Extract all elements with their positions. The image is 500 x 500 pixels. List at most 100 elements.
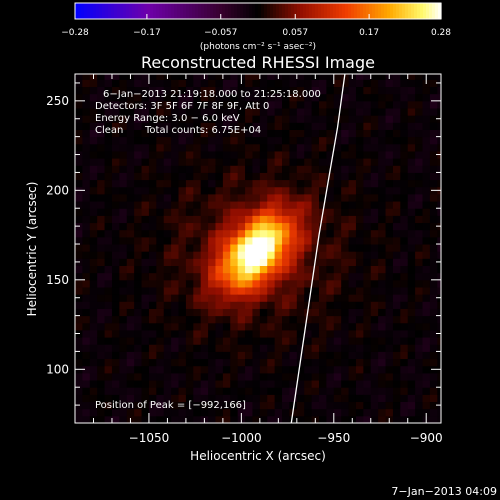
heatmap-cell <box>319 286 327 295</box>
heatmap-cell <box>363 308 372 317</box>
heatmap-cell <box>178 301 187 309</box>
heatmap-cell <box>82 415 91 423</box>
heatmap-cell <box>185 351 194 360</box>
heatmap-cell <box>355 408 364 417</box>
heatmap-cell <box>296 165 305 173</box>
heatmap-cell <box>156 150 165 159</box>
heatmap-cell <box>252 408 261 417</box>
heatmap-cell <box>348 279 357 288</box>
heatmap-cell <box>119 158 128 166</box>
heatmap-cell <box>156 372 165 381</box>
colorbar-swatch <box>279 3 283 19</box>
heatmap-cell <box>237 294 246 302</box>
heatmap-cell <box>355 74 364 80</box>
heatmap-cell <box>304 158 313 166</box>
heatmap-cell <box>407 272 416 281</box>
heatmap-cell <box>282 372 290 381</box>
heatmap-cell <box>333 236 342 245</box>
heatmap-cell <box>230 236 239 245</box>
heatmap-cell <box>378 122 387 130</box>
colorbar-swatch <box>204 3 208 19</box>
heatmap-cell <box>363 244 372 252</box>
heatmap-cell <box>178 115 187 123</box>
heatmap-cell <box>392 150 401 159</box>
heatmap-cell <box>215 322 224 331</box>
heatmap-cell <box>415 394 424 403</box>
heatmap-cell <box>119 79 128 88</box>
heatmap-cell <box>341 358 350 367</box>
heatmap-cell <box>429 279 438 288</box>
heatmap-cell <box>75 158 83 166</box>
heatmap-cell <box>245 100 253 109</box>
x-tick-label: −1000 <box>221 431 262 445</box>
heatmap-cell <box>134 136 143 145</box>
heatmap-cell <box>163 272 172 281</box>
heatmap-cell <box>193 401 202 410</box>
heatmap-cell <box>341 380 350 388</box>
heatmap-cell <box>89 79 98 88</box>
heatmap-cell <box>141 372 150 381</box>
heatmap-cell <box>75 322 83 331</box>
heatmap-cell <box>208 93 216 102</box>
heatmap-cell <box>437 337 441 345</box>
heatmap-cell <box>134 401 143 410</box>
heatmap-cell <box>200 286 209 295</box>
heatmap-cell <box>237 158 246 166</box>
heatmap-cell <box>341 351 350 360</box>
colorbar-swatch <box>135 3 139 19</box>
heatmap-cell <box>370 358 379 367</box>
heatmap-cell <box>267 365 276 374</box>
heatmap-cell <box>407 86 416 95</box>
heatmap-cell <box>200 329 209 338</box>
heatmap-cell <box>222 236 231 245</box>
heatmap-cell <box>355 258 364 266</box>
heatmap-cell <box>208 265 216 274</box>
heatmap-cell <box>319 322 327 331</box>
heatmap-cell <box>259 408 268 417</box>
heatmap-cell <box>208 115 216 123</box>
heatmap-cell <box>400 79 409 88</box>
heatmap-cell <box>193 415 202 423</box>
heatmap-cell <box>82 401 91 410</box>
heatmap-cell <box>341 394 350 403</box>
colorbar-swatch <box>138 3 142 19</box>
colorbar-swatch <box>288 3 292 19</box>
heatmap-cell <box>407 372 416 381</box>
heatmap-cell <box>304 115 313 123</box>
heatmap-cell <box>215 93 224 102</box>
heatmap-cell <box>333 100 342 109</box>
heatmap-cell <box>178 86 187 95</box>
heatmap-cell <box>245 408 253 417</box>
heatmap-cell <box>193 322 202 331</box>
heatmap-cell <box>304 136 313 145</box>
heatmap-cell <box>392 251 401 259</box>
heatmap-cell <box>370 322 379 331</box>
heatmap-cell <box>215 272 224 281</box>
heatmap-cell <box>193 308 202 317</box>
heatmap-cell <box>341 365 350 374</box>
heatmap-cell <box>311 79 320 88</box>
heatmap-cell <box>341 337 350 345</box>
heatmap-cell <box>267 294 276 302</box>
heatmap-cell <box>348 86 357 95</box>
heatmap-cell <box>104 229 113 238</box>
heatmap-cell <box>319 265 327 274</box>
heatmap-cell <box>230 344 239 352</box>
heatmap-cell <box>259 136 268 145</box>
colorbar-swatch <box>264 3 268 19</box>
heatmap-cell <box>126 294 135 302</box>
colorbar-swatch <box>237 3 241 19</box>
heatmap-cell <box>259 365 268 374</box>
heatmap-cell <box>178 136 187 145</box>
heatmap-cell <box>319 115 327 123</box>
heatmap-cell <box>311 100 320 109</box>
heatmap-cell <box>230 258 239 266</box>
heatmap-cell <box>119 122 128 130</box>
heatmap-cell <box>341 136 350 145</box>
heatmap-cell <box>267 158 276 166</box>
heatmap-cell <box>134 372 143 381</box>
heatmap-cell <box>245 265 253 274</box>
heatmap-cell <box>126 329 135 338</box>
heatmap-cell <box>437 208 441 216</box>
heatmap-cell <box>267 172 276 181</box>
